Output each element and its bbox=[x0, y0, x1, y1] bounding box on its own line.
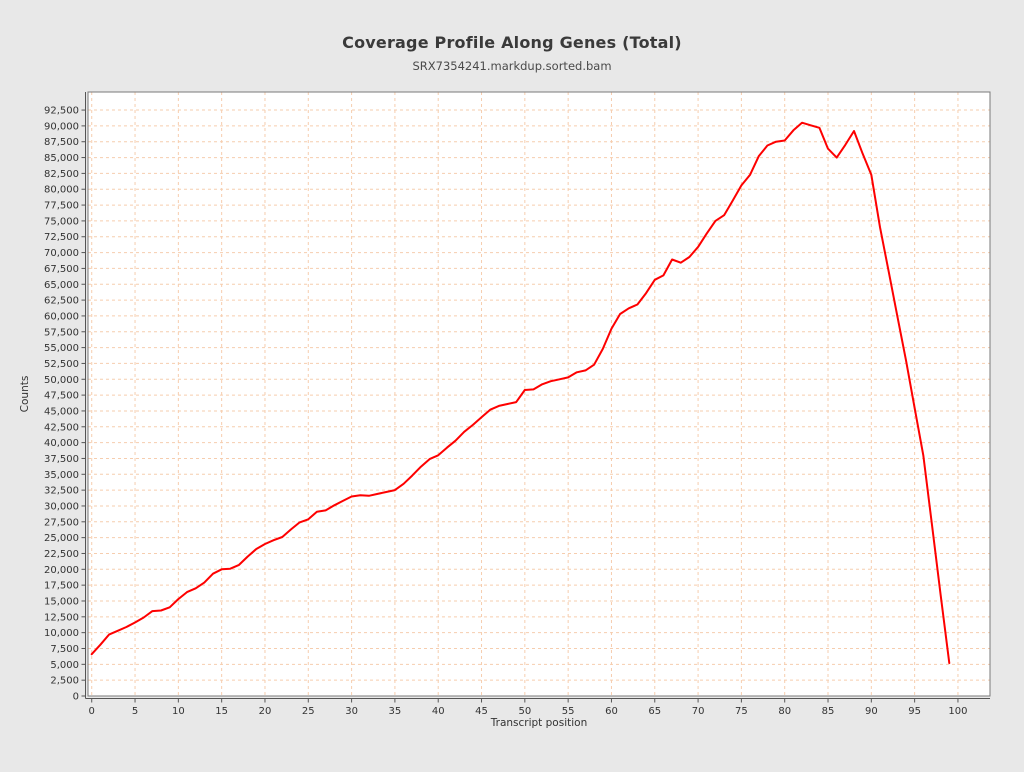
x-axis-title: Transcript position bbox=[490, 717, 588, 729]
y-tick-label: 52,500 bbox=[44, 359, 79, 370]
x-tick-label: 45 bbox=[475, 706, 488, 717]
y-tick-label: 22,500 bbox=[44, 549, 79, 560]
y-tick-label: 10,000 bbox=[44, 628, 79, 639]
chart-title: Coverage Profile Along Genes (Total) bbox=[342, 33, 682, 52]
y-tick-label: 35,000 bbox=[44, 470, 79, 481]
y-tick-label: 65,000 bbox=[44, 280, 79, 291]
x-tick-label: 35 bbox=[389, 706, 402, 717]
y-tick-label: 80,000 bbox=[44, 185, 79, 196]
x-tick-label: 100 bbox=[948, 706, 967, 717]
y-tick-label: 5,000 bbox=[50, 660, 79, 671]
plot-border bbox=[87, 91, 991, 697]
y-tick-label: 15,000 bbox=[44, 596, 79, 607]
coverage-line bbox=[90, 121, 951, 665]
y-tick-label: 37,500 bbox=[44, 454, 79, 465]
y-tick-label: 87,500 bbox=[44, 137, 79, 148]
y-axis-title-text: Counts bbox=[19, 375, 31, 413]
y-tick-label: 7,500 bbox=[50, 644, 79, 655]
x-tick-label: 95 bbox=[908, 706, 921, 717]
x-tick-label: 60 bbox=[605, 706, 618, 717]
y-tick-label: 82,500 bbox=[44, 169, 79, 180]
x-tick-label: 80 bbox=[778, 706, 791, 717]
y-tick-label: 40,000 bbox=[44, 438, 79, 449]
y-tick-label: 17,500 bbox=[44, 581, 79, 592]
y-tick-label: 42,500 bbox=[44, 422, 79, 433]
y-tick-label: 60,000 bbox=[44, 311, 79, 322]
y-tick-label: 0 bbox=[73, 692, 79, 703]
x-tick-label: 25 bbox=[302, 706, 315, 717]
y-tick-label: 90,000 bbox=[44, 121, 79, 132]
y-tick-label: 20,000 bbox=[44, 565, 79, 576]
x-tick-label: 70 bbox=[692, 706, 705, 717]
y-tick-label: 12,500 bbox=[44, 612, 79, 623]
x-tick-label: 0 bbox=[89, 706, 95, 717]
y-tick-label: 75,000 bbox=[44, 216, 79, 227]
y-tick-label: 2,500 bbox=[50, 676, 79, 687]
y-tick-label: 85,000 bbox=[44, 153, 79, 164]
x-tick-label: 55 bbox=[562, 706, 575, 717]
y-tick-label: 27,500 bbox=[44, 517, 79, 528]
x-tick-label: 65 bbox=[648, 706, 661, 717]
x-tick-label: 50 bbox=[518, 706, 531, 717]
y-tick-label: 70,000 bbox=[44, 248, 79, 259]
chart-subtitle: SRX7354241.markdup.sorted.bam bbox=[412, 59, 612, 73]
y-tick-label: 62,500 bbox=[44, 296, 79, 307]
y-tick-label: 67,500 bbox=[44, 264, 79, 275]
y-tick-label: 92,500 bbox=[44, 106, 79, 117]
y-tick-label: 55,000 bbox=[44, 343, 79, 354]
y-tick-label: 32,500 bbox=[44, 486, 79, 497]
y-tick-label: 77,500 bbox=[44, 201, 79, 212]
x-tick-label: 40 bbox=[432, 706, 445, 717]
x-tick-label: 15 bbox=[215, 706, 228, 717]
y-tick-label: 45,000 bbox=[44, 406, 79, 417]
x-tick-label: 30 bbox=[345, 706, 358, 717]
y-tick-label: 30,000 bbox=[44, 501, 79, 512]
plot-area bbox=[88, 92, 990, 696]
y-tick-label: 57,500 bbox=[44, 327, 79, 338]
x-tick-label: 90 bbox=[865, 706, 878, 717]
y-tick-label: 47,500 bbox=[44, 391, 79, 402]
x-tick-label: 10 bbox=[172, 706, 185, 717]
x-tick-label: 20 bbox=[259, 706, 272, 717]
y-tick-label: 50,000 bbox=[44, 375, 79, 386]
x-tick-label: 5 bbox=[132, 706, 138, 717]
y-tick-label: 72,500 bbox=[44, 232, 79, 243]
x-tick-label: 75 bbox=[735, 706, 748, 717]
x-tick-label: 85 bbox=[822, 706, 835, 717]
y-tick-label: 25,000 bbox=[44, 533, 79, 544]
